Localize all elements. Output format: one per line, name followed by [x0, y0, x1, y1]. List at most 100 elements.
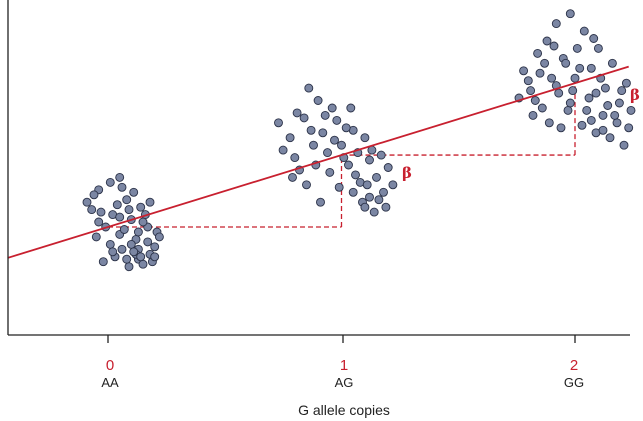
- data-point: [292, 108, 302, 118]
- data-point: [351, 170, 360, 180]
- data-point: [540, 58, 550, 68]
- data-point: [360, 133, 370, 143]
- x-tick-label-0: 0: [106, 357, 114, 374]
- axes: [7, 0, 630, 343]
- data-point: [530, 96, 540, 105]
- data-point: [334, 182, 344, 192]
- data-point: [299, 113, 309, 123]
- genotype-label-ag: AG: [335, 375, 354, 390]
- data-point: [313, 96, 323, 105]
- data-point: [337, 140, 346, 150]
- data-point: [327, 103, 337, 113]
- data-point: [528, 110, 538, 120]
- data-point: [325, 167, 335, 177]
- data-point: [323, 148, 332, 158]
- data-point: [290, 153, 300, 163]
- data-point: [122, 254, 132, 264]
- data-point: [122, 195, 132, 205]
- data-point: [554, 88, 564, 98]
- data-point: [535, 68, 545, 78]
- data-point: [621, 78, 631, 88]
- data-point: [598, 125, 608, 135]
- data-point: [612, 118, 622, 128]
- data-point: [586, 63, 596, 73]
- data-point: [365, 192, 374, 202]
- data-point: [105, 177, 115, 187]
- data-point: [278, 145, 288, 155]
- data-point: [129, 247, 139, 257]
- data-point: [563, 105, 573, 115]
- data-point: [96, 207, 106, 217]
- data-point: [105, 239, 115, 249]
- data-point: [526, 86, 536, 96]
- x-tick-labels: 0 1 2 AA AG GG: [101, 357, 584, 390]
- data-point: [112, 200, 122, 210]
- data-point: [138, 259, 148, 269]
- data-point: [549, 41, 559, 51]
- data-point: [91, 232, 101, 242]
- data-point: [126, 239, 136, 249]
- data-point: [306, 125, 316, 135]
- data-point: [547, 73, 557, 83]
- data-point: [285, 133, 295, 143]
- data-point: [89, 190, 99, 200]
- data-point: [624, 123, 634, 133]
- data-point: [143, 237, 153, 247]
- data-point: [603, 101, 613, 110]
- data-point: [537, 103, 547, 113]
- data-point: [115, 172, 125, 182]
- genotype-label-gg: GG: [564, 375, 584, 390]
- data-point: [348, 187, 358, 197]
- data-point: [565, 9, 575, 19]
- data-point: [274, 118, 283, 128]
- data-point: [605, 133, 615, 143]
- data-point: [138, 217, 148, 227]
- data-point: [617, 86, 627, 96]
- data-point: [542, 36, 552, 46]
- data-point: [318, 128, 328, 138]
- data-point: [288, 172, 297, 182]
- x-tick-label-1: 1: [340, 357, 348, 374]
- data-point: [600, 83, 610, 93]
- data-point: [572, 43, 582, 53]
- data-point: [372, 172, 381, 182]
- data-point: [383, 163, 393, 172]
- data-point: [593, 43, 603, 53]
- data-point: [150, 252, 160, 262]
- data-point: [344, 160, 353, 170]
- data-point: [94, 217, 104, 227]
- data-point: [607, 58, 617, 68]
- genotype-label-aa: AA: [101, 375, 119, 390]
- data-point: [568, 86, 578, 96]
- beta-label-2: β: [630, 86, 640, 104]
- data-point: [346, 103, 356, 113]
- data-point: [117, 244, 127, 254]
- data-point: [381, 202, 391, 212]
- data-point: [614, 98, 624, 108]
- data-point: [584, 93, 594, 103]
- data-point: [610, 110, 620, 120]
- data-point: [369, 207, 379, 217]
- data-point: [330, 135, 339, 145]
- data-point: [309, 140, 318, 150]
- data-point: [561, 58, 571, 68]
- data-point: [376, 150, 386, 160]
- data-point: [133, 227, 143, 237]
- data-point: [115, 212, 125, 222]
- data-point: [582, 105, 592, 115]
- data-point: [374, 195, 384, 205]
- regression-line: [7, 65, 629, 259]
- beta-label-1: β: [402, 164, 412, 182]
- data-point: [575, 63, 585, 73]
- data-point: [519, 66, 529, 76]
- data-point: [119, 225, 129, 234]
- data-point: [124, 205, 134, 215]
- data-point: [124, 262, 134, 272]
- data-point: [570, 73, 580, 83]
- data-point: [619, 140, 629, 150]
- data-point: [136, 202, 146, 212]
- data-point: [362, 180, 372, 190]
- x-axis-title: G allele copies: [298, 402, 390, 418]
- data-point: [365, 155, 374, 165]
